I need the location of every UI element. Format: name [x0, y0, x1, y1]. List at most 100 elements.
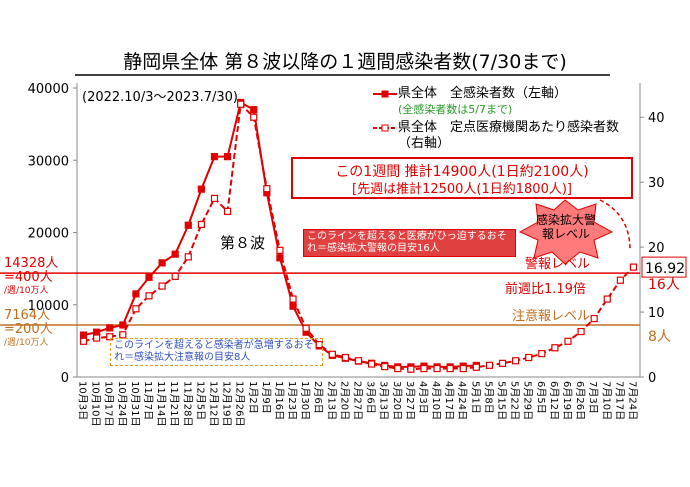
data-point [93, 328, 101, 336]
x-tick-label: 10月17日 [103, 381, 115, 426]
data-point [237, 100, 245, 108]
data-point [171, 250, 179, 258]
x-tick-label: 10月10日 [90, 381, 102, 426]
data-point [223, 153, 232, 161]
x-tick-label: 4月10日 [430, 381, 442, 420]
last-value-box [641, 256, 687, 278]
data-point [132, 290, 140, 298]
data-point [184, 253, 192, 261]
x-tick-label: 12月5日 [194, 381, 206, 420]
data-point [158, 282, 166, 290]
legend-swatch-marker [381, 124, 389, 132]
y2-tick-label: 30 [648, 176, 665, 191]
data-point [394, 364, 402, 373]
data-point [446, 364, 454, 373]
x-tick-label: 12月12日 [207, 381, 219, 426]
x-tick-label: 6月26日 [574, 381, 586, 420]
data-point [145, 292, 153, 300]
x-tick-label: 12月19日 [221, 381, 233, 426]
data-point [289, 295, 297, 303]
x-tick-label: 12月26日 [234, 381, 246, 426]
reference-right-label: 8人 [648, 329, 671, 345]
y2-tick-label: 20 [648, 241, 665, 256]
data-point [328, 350, 336, 358]
y-tick-label: 0 [61, 371, 69, 386]
data-point [354, 357, 363, 365]
data-point [250, 106, 258, 114]
x-tick-label: 3月27日 [404, 381, 416, 420]
reference-label: 注意報レベル [512, 308, 590, 324]
y-tick-label: 20000 [28, 227, 69, 242]
reference-left-label: =400人 [4, 270, 53, 285]
data-point [629, 263, 638, 271]
x-tick-label: 6月12日 [548, 381, 560, 420]
y2-tick-label: 40 [648, 111, 665, 126]
x-tick-label: 1月9日 [260, 381, 272, 414]
reference-left-label: =200人 [4, 322, 53, 337]
data-point [459, 364, 467, 373]
y-tick-label: 30000 [28, 154, 69, 169]
x-tick-label: 3月20日 [391, 381, 403, 420]
data-point [302, 324, 310, 332]
x-tick-label: 2月13日 [325, 381, 337, 420]
data-point [538, 350, 546, 358]
x-tick-label: 6月5日 [535, 381, 547, 414]
data-point [512, 357, 520, 365]
data-point [420, 364, 428, 373]
legend-label: 県全体 定点医療機関あたり感染者数（右軸） [398, 120, 620, 151]
data-point [132, 305, 140, 313]
x-tick-label: 1月30日 [299, 381, 311, 420]
data-point [223, 207, 232, 215]
alert-arrow [599, 199, 631, 251]
data-point [485, 361, 494, 369]
data-point [210, 194, 219, 203]
legend: 県全体 全感染者数（左軸） (全感染者数は5/7まで) 県全体 定点医療機関あたり感… [372, 86, 642, 154]
reference-right-label: 16人 [648, 277, 680, 293]
data-point [119, 331, 127, 339]
x-tick-label: 7月3日 [587, 381, 599, 414]
reference-left-label: /週/10万人 [4, 285, 49, 296]
legend-swatch [373, 124, 397, 132]
data-point [250, 113, 258, 121]
data-point [79, 337, 88, 345]
data-point [106, 324, 114, 332]
data-point [381, 363, 389, 371]
data-point [603, 295, 611, 303]
data-point [184, 221, 192, 229]
x-tick-label: 2月20日 [338, 381, 350, 420]
x-tick-label: 4月17日 [443, 381, 455, 420]
y-tick-label: 10000 [28, 299, 69, 314]
data-point [498, 359, 507, 367]
x-tick-label: 5月15日 [496, 381, 508, 420]
x-tick-label: 4月3日 [417, 381, 429, 414]
data-point [433, 364, 441, 373]
last-value-label: 16.92 [645, 261, 685, 277]
data-point [210, 153, 219, 161]
data-point [577, 327, 585, 336]
x-tick-label: 5月22日 [509, 381, 521, 420]
x-tick-label: 10月31日 [129, 381, 141, 426]
legend-entry: 県全体 定点医療機関あたり感染者数（右軸） [372, 120, 642, 152]
summary-line: この1週間 推計14900人(1日約2100人) [335, 164, 588, 180]
data-point [367, 360, 376, 368]
data-point [341, 353, 350, 362]
data-point [590, 314, 598, 323]
reference-left-label: 14328人 [4, 256, 58, 271]
x-tick-label: 1月16日 [273, 381, 285, 420]
data-point [525, 353, 533, 362]
wave-label: 第８波 [220, 234, 265, 252]
legend-note: (全感染者数は5/7まで) [398, 103, 513, 116]
x-tick-label: 3月6日 [365, 381, 377, 414]
ratio-label: 前週比1.19倍 [505, 282, 586, 297]
data-point [79, 331, 88, 339]
x-tick-label: 10月24日 [116, 381, 128, 426]
y-tick-label: 40000 [28, 82, 69, 97]
data-point [93, 334, 101, 342]
data-point [145, 273, 153, 281]
x-tick-label: 11月21日 [168, 381, 180, 426]
data-point [472, 363, 480, 371]
alert-badge: 感染拡大警報レベル [535, 213, 596, 241]
x-tick-label: 6月19日 [561, 381, 573, 420]
